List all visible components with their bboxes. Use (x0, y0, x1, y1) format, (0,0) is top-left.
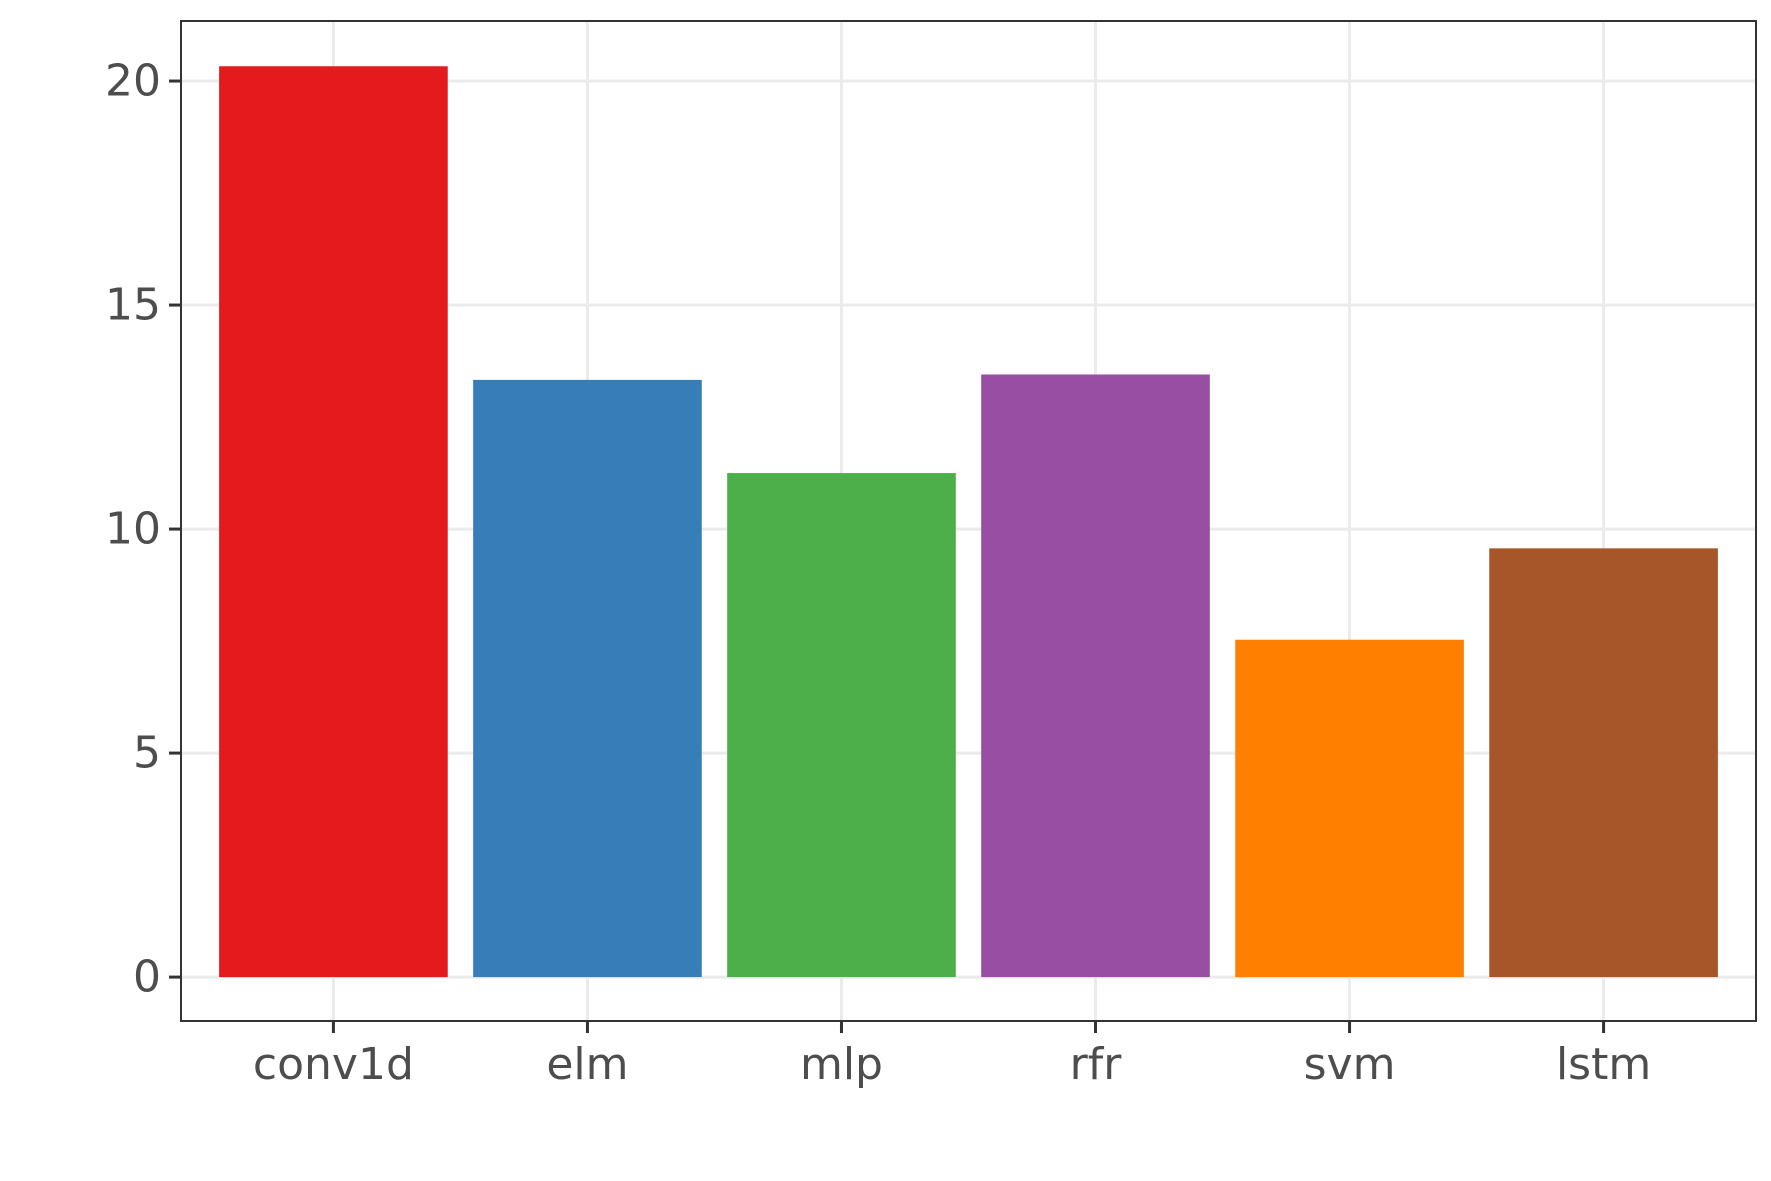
bars (219, 66, 1718, 978)
y-tick-label-20: 20 (105, 56, 161, 107)
bar-svm (1235, 639, 1464, 978)
tick-labels: 0 5 10 15 20 conv1d elm mlp rfr svm lstm (105, 56, 1651, 1090)
axis-ticks (169, 79, 1606, 1033)
bar-rfr (981, 374, 1210, 978)
x-tick-label-rfr: rfr (1070, 1039, 1123, 1090)
x-tick-label-conv1d: conv1d (253, 1039, 414, 1090)
y-tick-label-15: 15 (105, 280, 161, 331)
x-tick-label-mlp: mlp (800, 1039, 883, 1090)
y-tick-label-0: 0 (133, 952, 161, 1003)
panel-border (180, 20, 1757, 1022)
y-tick-label-5: 5 (133, 728, 161, 779)
x-tick-label-svm: svm (1304, 1039, 1396, 1090)
bar-elm (473, 379, 702, 978)
x-tick-label-elm: elm (546, 1039, 628, 1090)
y-tick-label-10: 10 (105, 504, 161, 555)
bar-conv1d (219, 66, 448, 978)
x-tick-label-lstm: lstm (1556, 1039, 1651, 1090)
bar-lstm (1489, 548, 1718, 978)
bar-mlp (727, 473, 956, 978)
